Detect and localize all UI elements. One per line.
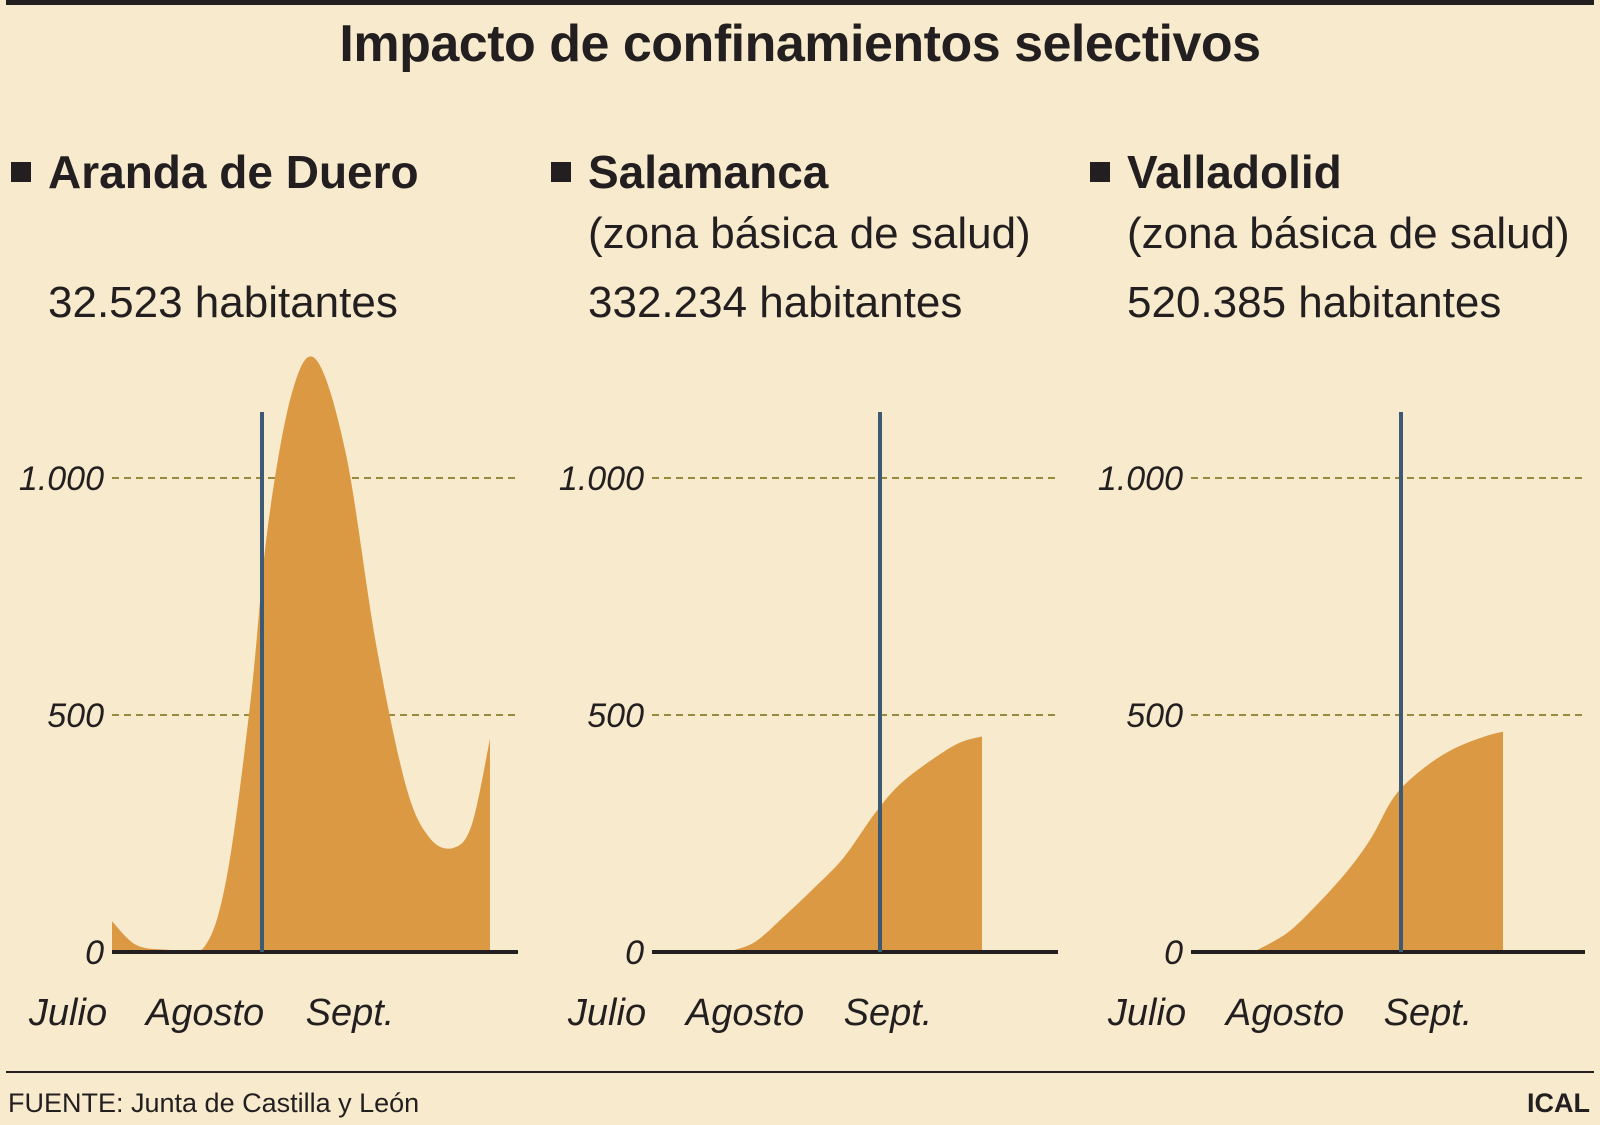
y-tick-label: 500 <box>47 697 104 735</box>
population-label: 520.385 habitantes <box>1127 278 1502 327</box>
bullet-square-icon <box>551 162 571 182</box>
bullet-square-icon <box>1090 162 1110 182</box>
y-tick-label: 500 <box>1126 697 1183 735</box>
population-label: 32.523 habitantes <box>48 278 398 327</box>
panel-subtitle: (zona básica de salud) <box>588 209 1031 258</box>
agency-credit: ICAL <box>1527 1088 1590 1118</box>
panel-title: Valladolid <box>1127 146 1342 198</box>
bottom-rule <box>6 1071 1594 1073</box>
y-tick-label: 1.000 <box>19 460 104 498</box>
panel-header-valladolid: Valladolid (zona básica de salud) 520.38… <box>1090 140 1600 327</box>
x-tick-label: Julio <box>1107 992 1186 1034</box>
x-tick-label: Agosto <box>144 992 264 1034</box>
panel-header-salamanca: Salamanca (zona básica de salud) 332.234… <box>551 140 1108 327</box>
series-area <box>112 356 490 952</box>
y-tick-label: 0 <box>625 934 644 972</box>
x-tick-label: Agosto <box>684 992 804 1034</box>
panel-subtitle: (zona básica de salud) <box>1127 209 1570 258</box>
x-tick-label: Julio <box>28 992 107 1034</box>
panel-title: Salamanca <box>588 146 829 198</box>
x-tick-label: Julio <box>567 992 646 1034</box>
x-tick-label: Agosto <box>1224 992 1344 1034</box>
population-label: 332.234 habitantes <box>588 278 963 327</box>
series-area <box>726 736 982 952</box>
x-tick-label: Sept. <box>306 992 395 1034</box>
panel-title: Aranda de Duero <box>48 146 419 198</box>
series-area <box>1253 731 1503 952</box>
y-tick-label: 0 <box>85 934 104 972</box>
y-tick-label: 1.000 <box>559 460 644 498</box>
top-rule <box>6 0 1594 5</box>
source-note: FUENTE: Junta de Castilla y León <box>8 1088 420 1118</box>
panel-header-aranda: Aranda de Duero 32.523 habitantes <box>11 140 568 327</box>
y-tick-label: 500 <box>587 697 644 735</box>
y-tick-label: 0 <box>1164 934 1183 972</box>
x-tick-label: Sept. <box>844 992 933 1034</box>
bullet-square-icon <box>11 162 31 182</box>
x-tick-label: Sept. <box>1384 992 1473 1034</box>
infographic-title: Impacto de confinamientos selectivos <box>339 15 1261 73</box>
y-tick-label: 1.000 <box>1098 460 1183 498</box>
